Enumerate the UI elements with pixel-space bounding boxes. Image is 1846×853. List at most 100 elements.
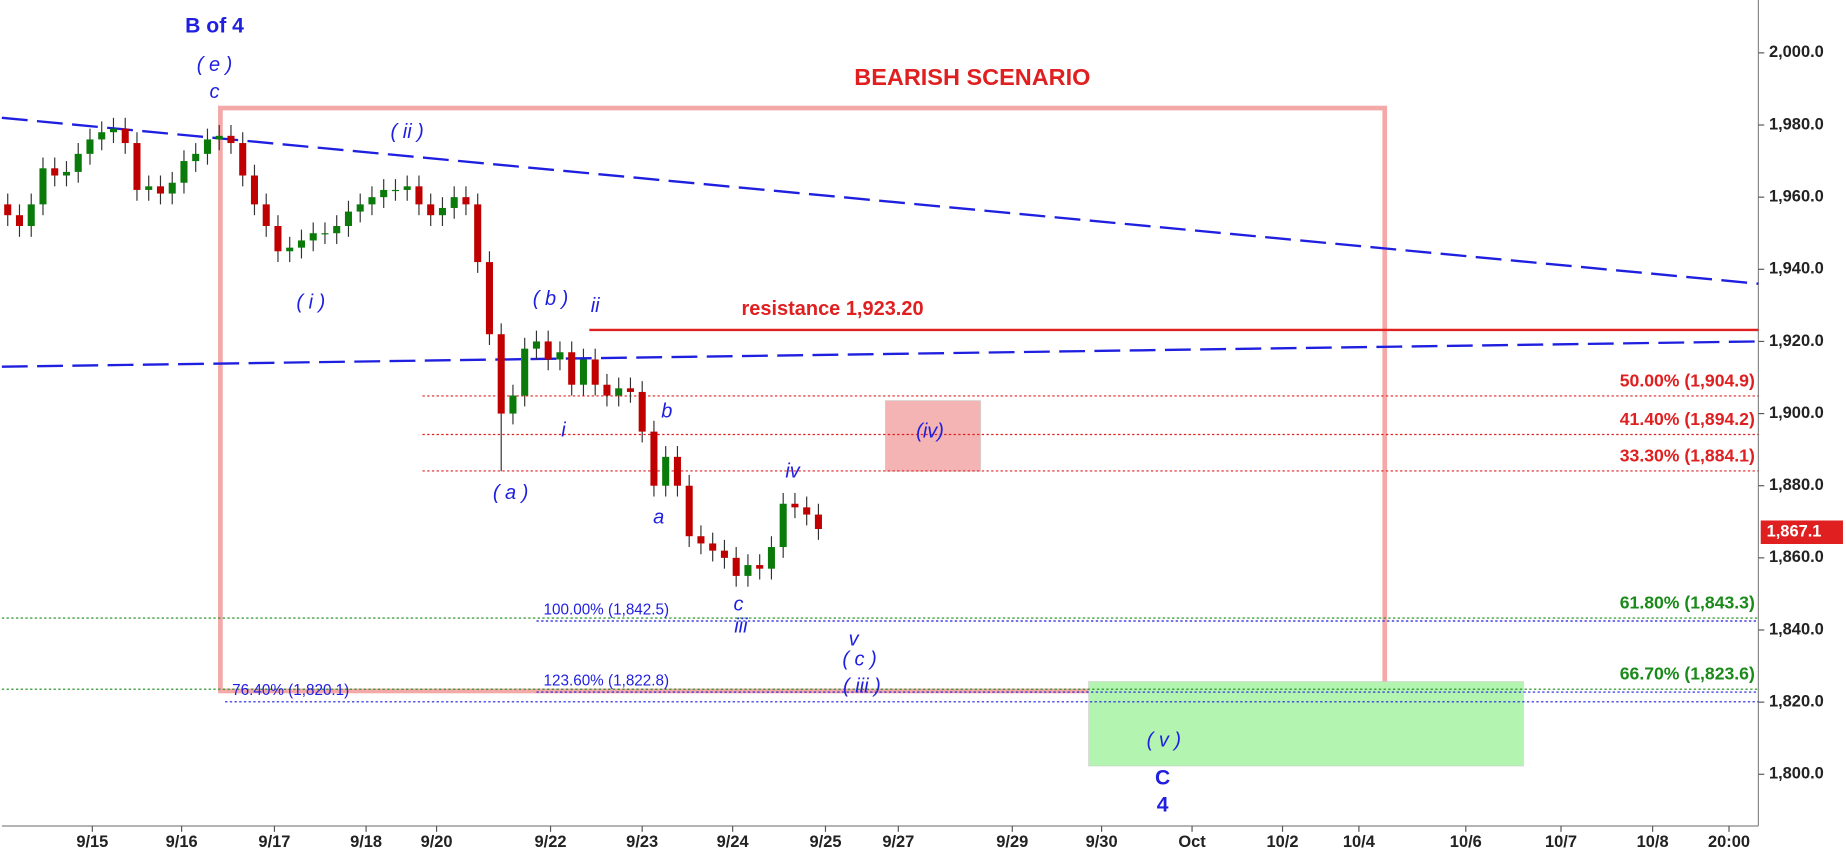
x-tick-label: 9/22 xyxy=(535,833,567,851)
zone xyxy=(218,105,1388,694)
candle-body xyxy=(767,547,775,569)
candle-body xyxy=(709,543,717,551)
wave-label: iv xyxy=(785,461,800,483)
level-label: 123.60% (1,822.8) xyxy=(543,672,669,689)
wave-label: C xyxy=(1155,767,1170,790)
candle-body xyxy=(262,204,270,227)
x-tick-label: 10/7 xyxy=(1545,833,1577,851)
candle-body xyxy=(450,197,458,208)
x-tick-label: 9/17 xyxy=(258,833,290,851)
candle-body xyxy=(791,503,799,508)
wave-label: ( c ) xyxy=(842,649,876,671)
x-tick-label: Oct xyxy=(1178,833,1206,851)
candle-body xyxy=(215,135,223,140)
candle-body xyxy=(74,153,82,172)
x-tick-label: 9/18 xyxy=(350,833,382,851)
y-tick-label: 1,840.0 xyxy=(1769,620,1824,638)
candle-body xyxy=(344,211,352,227)
y-tick-label: 1,920.0 xyxy=(1769,332,1824,350)
x-tick-label: 9/30 xyxy=(1086,833,1118,851)
candle-body xyxy=(62,171,70,176)
candle-body xyxy=(662,456,670,486)
candle-body xyxy=(39,168,47,205)
wave-label: iii xyxy=(734,616,748,638)
candle-body xyxy=(321,233,329,235)
wave-label: a xyxy=(653,506,664,528)
level-label: 61.80% (1,843.3) xyxy=(1620,593,1755,613)
candle-body xyxy=(532,341,540,349)
y-tick-label: 1,880.0 xyxy=(1769,476,1824,494)
candle-body xyxy=(720,550,728,558)
x-tick-label: 9/16 xyxy=(166,833,198,851)
wave-label: B of 4 xyxy=(185,15,244,38)
candle-body xyxy=(227,135,235,144)
candle-body xyxy=(51,168,59,176)
wave-label: ( ii ) xyxy=(391,121,424,143)
candle-body xyxy=(391,189,399,192)
candle-body xyxy=(521,348,529,396)
candle-body xyxy=(203,139,211,154)
candle-body xyxy=(756,565,764,569)
candle-body xyxy=(673,456,681,486)
wave-label: ( i ) xyxy=(296,291,325,313)
candle-body xyxy=(156,186,164,194)
level-label: 50.00% (1,904.9) xyxy=(1620,370,1755,390)
wave-label: ( iii ) xyxy=(843,676,881,698)
x-tick-label: 9/23 xyxy=(626,833,658,851)
candle-body xyxy=(485,262,493,335)
price-tag xyxy=(1760,520,1843,544)
level-label: 66.70% (1,823.6) xyxy=(1620,664,1755,684)
candle-body xyxy=(168,182,176,194)
candle-body xyxy=(544,341,552,360)
candle-body xyxy=(368,197,376,205)
level-label: 41.40% (1,894.2) xyxy=(1620,409,1755,429)
candle-body xyxy=(274,226,282,252)
candle-body xyxy=(603,384,611,396)
level-label: 76.40% (1,820.1) xyxy=(232,682,349,699)
wave-label: i xyxy=(561,419,566,441)
candle-body xyxy=(474,204,482,263)
resistance-label: resistance 1,923.20 xyxy=(741,298,923,320)
candle-body xyxy=(427,204,435,216)
x-tick-label: 9/25 xyxy=(809,833,841,851)
candle-body xyxy=(192,153,200,162)
wave-label: ii xyxy=(591,295,600,317)
x-tick-label: 10/8 xyxy=(1637,833,1669,851)
candle-body xyxy=(98,132,106,140)
candle-body xyxy=(109,128,117,133)
x-tick-label: 9/24 xyxy=(717,833,750,851)
candle-body xyxy=(121,128,129,144)
candle-body xyxy=(239,143,247,176)
trendline xyxy=(1,116,1759,285)
chart-title: BEARISH SCENARIO xyxy=(854,64,1090,90)
candle-body xyxy=(309,233,317,241)
candle-body xyxy=(27,204,35,227)
candle-body xyxy=(568,352,576,385)
candle-body xyxy=(744,565,752,576)
x-tick-label: 10/6 xyxy=(1450,833,1482,851)
y-tick-label: 1,980.0 xyxy=(1769,115,1824,133)
candle-body xyxy=(591,359,599,385)
zone xyxy=(1088,681,1524,767)
candle-body xyxy=(250,175,258,205)
candle-body xyxy=(556,352,564,360)
x-tick-label: 9/27 xyxy=(882,833,914,851)
zone xyxy=(885,400,981,472)
y-tick-label: 1,860.0 xyxy=(1769,548,1824,566)
wave-label: ( v ) xyxy=(1147,730,1181,752)
candle-body xyxy=(438,207,446,216)
candle-body xyxy=(403,186,411,190)
candle-body xyxy=(380,189,388,198)
y-tick-label: 1,960.0 xyxy=(1769,187,1824,205)
wave-label: ( a ) xyxy=(493,482,529,504)
candle-body xyxy=(638,391,646,432)
candle-body xyxy=(462,197,470,205)
candle-body xyxy=(814,514,822,530)
wave-label: c xyxy=(734,593,744,615)
candle-body xyxy=(650,431,658,486)
candle-body xyxy=(779,503,787,548)
y-tick-label: 1,900.0 xyxy=(1769,404,1824,422)
wave-label: (iv) xyxy=(916,421,944,443)
candle-body xyxy=(615,388,623,396)
x-tick-label: 20:00 xyxy=(1708,833,1750,851)
